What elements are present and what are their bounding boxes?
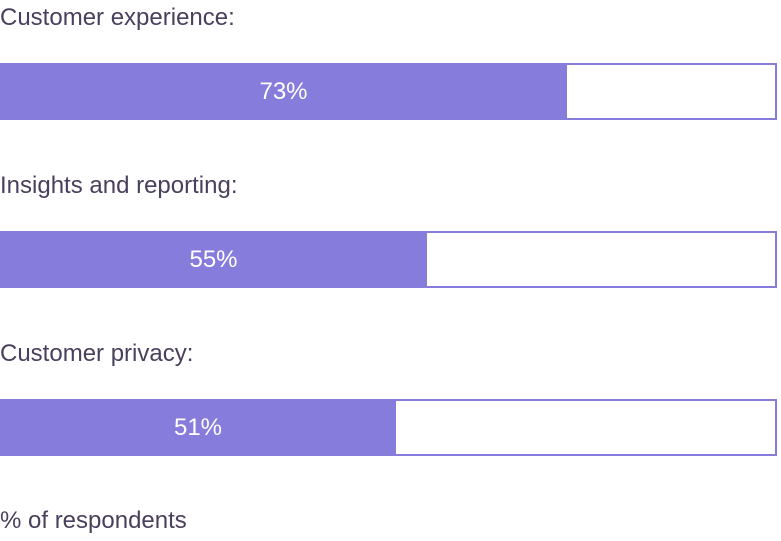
bar-track-customer-privacy: 51% (0, 399, 777, 456)
bar-track-insights-and-reporting: 55% (0, 231, 777, 288)
category-label-insights-and-reporting: Insights and reporting: (0, 172, 238, 199)
bar-track-customer-experience: 73% (0, 63, 777, 120)
footnote-units: % of respondents (0, 507, 187, 534)
bar-value-label-customer-experience: 73% (259, 77, 308, 105)
category-label-customer-experience: Customer experience: (0, 4, 235, 31)
category-label-customer-privacy: Customer privacy: (0, 340, 194, 367)
bar-fill-insights-and-reporting: 55% (0, 231, 427, 288)
bar-fill-customer-privacy: 51% (0, 399, 396, 456)
bar-fill-customer-experience: 73% (0, 63, 567, 120)
bar-value-label-customer-privacy: 51% (173, 413, 223, 441)
bar-value-label-insights-and-reporting: 55% (189, 245, 238, 273)
